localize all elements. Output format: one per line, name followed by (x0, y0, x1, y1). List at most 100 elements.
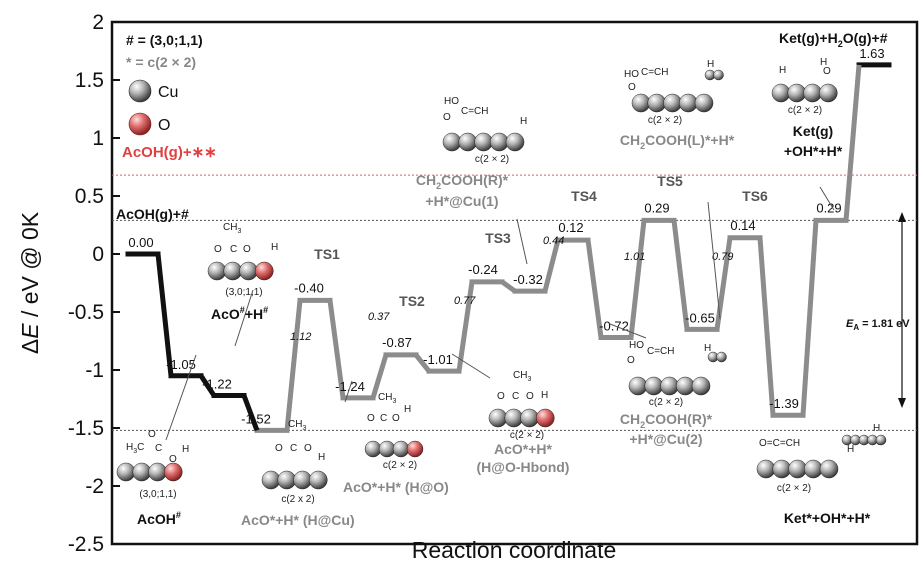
svg-text:CH3: CH3 (378, 392, 396, 405)
legend: # = (3,0;1,1) * = c(2 × 2) Cu O AcOH(g)+… (122, 32, 217, 161)
energy-connector (414, 353, 431, 373)
barrier-4: 0.44 (543, 235, 564, 247)
energy-connector (456, 281, 475, 372)
svg-text:H: H (318, 452, 325, 463)
energy-value-label: 0.12 (558, 220, 583, 235)
cu-atom (309, 470, 328, 490)
svg-text:C=CH: C=CH (641, 67, 669, 78)
svg-text:O: O (367, 413, 375, 424)
species-ch2cooh-r2: CH2COOH(R)* (620, 411, 713, 430)
y-tick-label: 0 (92, 243, 104, 266)
surface-label-star-7: c(2 × 2) (788, 105, 822, 116)
species-final: Ket(g)+H2O(g)+# (779, 30, 888, 49)
ts-label-2: TS2 (399, 293, 425, 309)
cu-atom (504, 408, 523, 428)
species-labels: AcOH(g)+# AcO#+H# AcOH# AcO*+H* (H@Cu) A… (116, 30, 888, 528)
legend-cu: Cu (158, 84, 178, 101)
o-atom (164, 462, 183, 482)
species-aco-h-hbond-2: (H@O-Hbond) (477, 459, 570, 475)
surface-label-star-6: c(2 × 2) (648, 115, 682, 126)
energy-value-label: -0.87 (382, 335, 412, 350)
svg-text:H: H (404, 404, 411, 415)
cu-atom (772, 459, 791, 479)
ts-label-5: TS5 (657, 173, 683, 189)
o-atom (406, 440, 424, 458)
svg-text:O: O (823, 66, 831, 77)
energy-connector (628, 220, 647, 338)
energy-value-labels: 0.00-1.05-1.22-1.52-0.40-1.24-0.87-1.01-… (128, 46, 884, 426)
energy-connector (542, 239, 561, 292)
cu-atom (647, 93, 666, 113)
surface-label-star-1: c(2 x 2) (281, 494, 314, 505)
legend-o: O (158, 117, 170, 134)
cu-atom (644, 376, 663, 396)
svg-text:O: O (148, 429, 156, 440)
ts-label-6: TS6 (742, 188, 768, 204)
svg-text:HO: HO (444, 96, 459, 107)
svg-text:H: H (520, 116, 527, 127)
y-tick-label: 1.5 (75, 69, 104, 92)
cu-atom (804, 459, 823, 479)
y-tick-label: 0.5 (75, 185, 104, 208)
energy-value-label: -0.40 (294, 280, 324, 295)
cu-atom (756, 459, 776, 479)
surface-label-star-8: c(2 × 2) (777, 483, 811, 494)
svg-text:HO: HO (629, 340, 644, 351)
cu-atom (505, 132, 525, 152)
cu-atom (490, 132, 509, 152)
energy-value-label: -0.32 (513, 272, 543, 287)
cu-atom (116, 462, 136, 482)
surface-label-star-3: c(2 × 2) (510, 430, 544, 441)
surface-label-star-4: c(2 × 2) (475, 154, 509, 165)
svg-text:O: O (628, 82, 636, 93)
svg-text:H: H (182, 444, 189, 455)
y-tick-label: 1 (92, 127, 104, 150)
species-ch2cooh-r1: CH2COOH(R)* (416, 172, 509, 191)
x-axis-title: Reaction coordinate (412, 537, 617, 563)
species-aco-h-hash: AcO#+H# (211, 305, 268, 322)
svg-text:H: H (271, 242, 278, 253)
svg-text:O: O (214, 244, 222, 255)
svg-text:CH3: CH3 (288, 419, 306, 432)
o-atom-icon (128, 112, 152, 136)
cu-atom (277, 470, 296, 490)
cu-atom (378, 440, 396, 458)
svg-text:O: O (275, 443, 283, 454)
surface-label-star-5: c(2 × 2) (649, 397, 683, 408)
energy-path (125, 62, 892, 433)
y-tick-label: -0.5 (68, 301, 104, 324)
svg-text:O: O (243, 244, 251, 255)
ts-label-3: TS3 (485, 230, 511, 246)
svg-text:O: O (526, 391, 534, 402)
cu-atom (631, 93, 651, 113)
svg-text:O: O (497, 391, 505, 402)
svg-text:C: C (230, 244, 237, 255)
species-aco-h-cu: AcO*+H* (H@Cu) (241, 512, 355, 528)
svg-text:C=CH: C=CH (461, 106, 489, 117)
surface-label-hash-1: (3,0;1,1) (225, 287, 262, 298)
cu-atom (788, 459, 807, 479)
cu-atom (364, 440, 382, 458)
species-ket-gas-1: Ket(g) (793, 123, 833, 139)
svg-text:C: C (155, 443, 162, 454)
y-axis: 2 1.5 1 0.5 0 -0.5 -1 -1.5 -2 -2.5 (68, 11, 120, 556)
svg-text:C: C (380, 413, 387, 424)
energy-value-label: -1.01 (423, 352, 453, 367)
cu-atom (819, 83, 838, 103)
surface-atoms (116, 69, 887, 490)
y-tick-label: -2 (85, 475, 104, 498)
cu-atom (261, 470, 281, 490)
y-tick-label: 2 (92, 11, 104, 34)
energy-connector (198, 374, 217, 397)
ts-label-1: TS1 (314, 246, 340, 262)
svg-text:O: O (392, 413, 400, 424)
species-ket-gas-2: +OH*+H* (784, 143, 843, 159)
svg-text:H: H (541, 390, 548, 401)
cu-atom (293, 470, 312, 490)
cu-atom (207, 261, 227, 281)
legend-acoh-gas: AcOH(g)+∗∗ (122, 144, 217, 161)
barrier-2: 0.37 (368, 311, 390, 323)
species-ch2cooh-r1-2: +H*@Cu(1) (425, 193, 498, 209)
species-aco-h-hbond-1: AcO*+H* (494, 441, 553, 457)
